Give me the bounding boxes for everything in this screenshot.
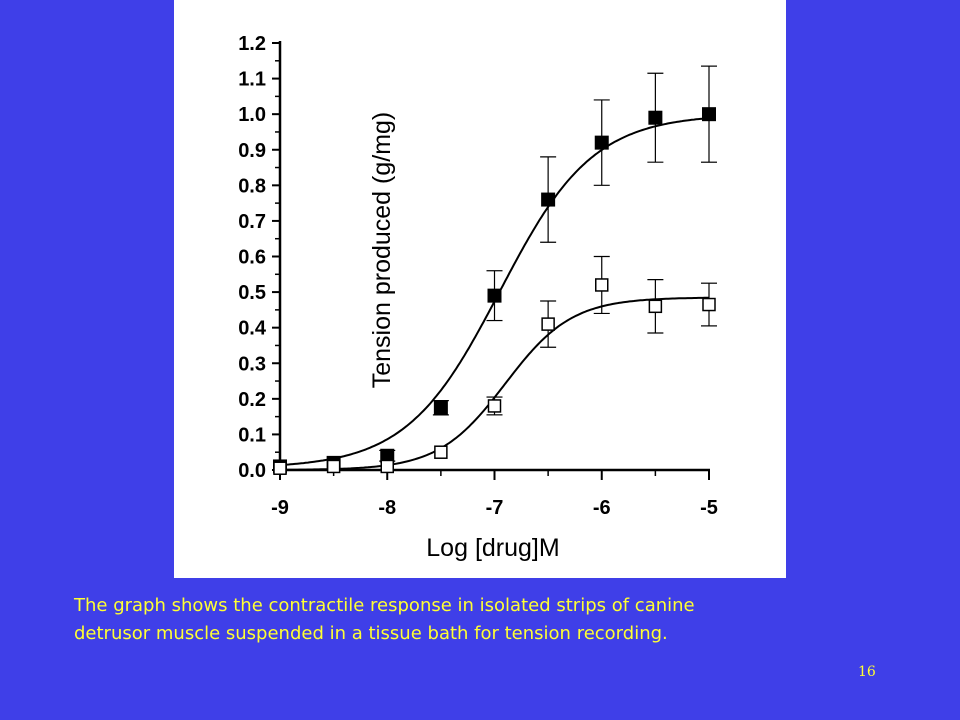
page-number: 16 — [858, 664, 876, 680]
open-square-point — [595, 278, 609, 292]
y-tick-label: 1.1 — [238, 69, 266, 91]
error-bars — [379, 65, 717, 462]
x-axis-title: Log [drug]M — [426, 534, 559, 562]
filled-square-point — [648, 110, 663, 125]
open-square-point — [487, 399, 502, 413]
y-tick-label: 0.1 — [238, 424, 266, 446]
caption-line-1: The graph shows the contractile response… — [74, 595, 695, 616]
filled-square-point — [702, 107, 716, 122]
slide-caption: The graph shows the contractile response… — [74, 592, 894, 648]
filled-square-point — [433, 400, 448, 415]
data-markers — [273, 107, 716, 475]
y-tick-label: 0.2 — [238, 389, 266, 411]
y-axis-title: Tension produced (g/mg) — [368, 112, 396, 389]
y-tick-label: 0.8 — [238, 175, 266, 197]
y-tick-label: 0.7 — [238, 211, 266, 233]
filled-square-point — [487, 288, 502, 303]
fit-curve-2 — [280, 296, 709, 471]
chart-axes — [272, 41, 710, 480]
open-square-point — [326, 459, 341, 474]
dose-response-chart: 0.0 0.1 0.2 0.3 0.4 0.5 0.6 0.7 0.8 0.9 1.0 1.1 1.2 -… — [238, 33, 718, 562]
open-square-point — [380, 459, 394, 474]
open-square-point — [273, 461, 287, 475]
y-tick-label: 0.3 — [238, 353, 266, 375]
x-tick-label: -5 — [700, 497, 718, 519]
y-tick-label: 1.0 — [238, 104, 266, 126]
x-tick-label: -6 — [593, 497, 611, 519]
x-tick-label: -8 — [378, 497, 396, 519]
open-square-point — [541, 317, 555, 331]
x-tick-label: -7 — [486, 497, 504, 519]
open-square-point — [648, 299, 663, 314]
y-tick-label: 0.5 — [238, 282, 266, 304]
y-tick-label: 0.6 — [238, 247, 266, 269]
tick-labels: 0.0 0.1 0.2 0.3 0.4 0.5 0.6 0.7 0.8 0.9 1.0 1.1 1.2 -… — [238, 33, 718, 519]
open-square-point — [434, 445, 448, 459]
open-square-point — [702, 297, 716, 312]
x-tick-label: -9 — [271, 497, 289, 519]
chart-panel: 0.0 0.1 0.2 0.3 0.4 0.5 0.6 0.7 0.8 0.9 1.0 1.1 1.2 -… — [174, 0, 786, 578]
y-tick-label: 0.0 — [238, 460, 266, 482]
filled-square-point — [594, 135, 609, 150]
y-tick-label: 1.2 — [238, 33, 266, 55]
y-tick-label: 0.4 — [238, 318, 267, 340]
y-tick-label: 0.9 — [238, 140, 266, 162]
caption-line-2: detrusor muscle suspended in a tissue ba… — [74, 623, 668, 644]
filled-square-point — [541, 192, 556, 207]
